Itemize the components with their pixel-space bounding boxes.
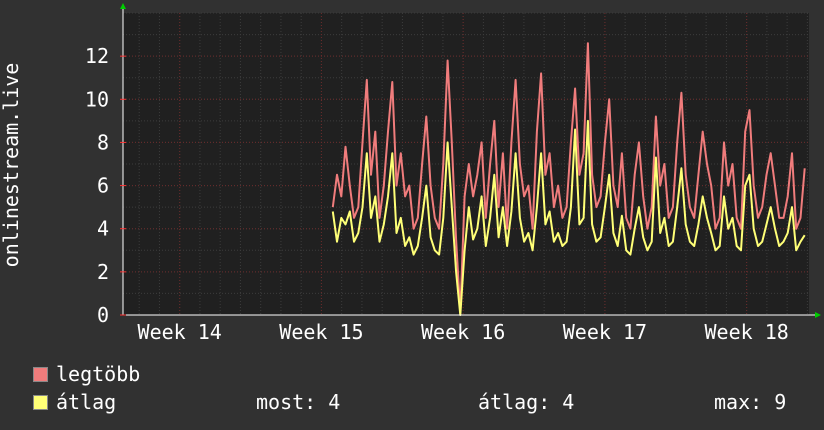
x-tick-label: Week 14 xyxy=(138,320,222,340)
y-tick-label: 0 xyxy=(97,303,109,327)
legend-swatch-max xyxy=(33,367,48,382)
y-tick-label: 4 xyxy=(97,217,109,241)
y-tick-label: 10 xyxy=(85,87,109,111)
x-tick-label: Week 18 xyxy=(704,320,788,340)
y-tick-label: 6 xyxy=(97,174,109,198)
legend-label-max: legtöbb xyxy=(56,362,141,386)
stat-avg: átlag: 4 xyxy=(478,390,575,414)
axes xyxy=(120,3,821,318)
legend-label-avg: átlag xyxy=(56,390,117,414)
x-tick-labels: Week 14 Week 15 Week 16 Week 17 Week 18 xyxy=(138,320,789,340)
x-tick-label: Week 17 xyxy=(563,320,647,340)
x-tick-label: Week 15 xyxy=(279,320,363,340)
y-tick-label: 8 xyxy=(97,130,109,154)
y-axis-label: onlinestream.live xyxy=(0,63,23,268)
y-axis-arrow xyxy=(120,3,126,9)
stat-now: most: 4 xyxy=(256,390,341,414)
y-tick-label: 12 xyxy=(85,44,109,68)
y-tick-labels: 0 2 4 6 8 10 12 xyxy=(85,44,109,327)
legend-swatch-avg xyxy=(33,395,48,410)
x-axis-arrow xyxy=(815,312,821,318)
y-tick-label: 2 xyxy=(97,260,109,284)
series-line-max xyxy=(331,42,806,314)
series-line-avg xyxy=(331,119,806,316)
x-tick-label: Week 16 xyxy=(421,320,505,340)
series-layer xyxy=(331,42,806,316)
stat-max: max: 9 xyxy=(714,390,787,414)
